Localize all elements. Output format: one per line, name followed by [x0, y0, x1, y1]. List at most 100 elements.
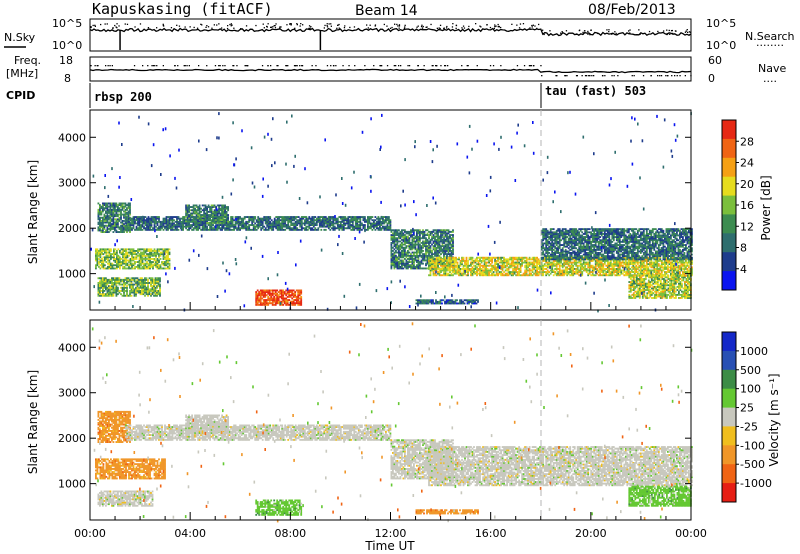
range-cell	[122, 259, 124, 262]
range-cell	[165, 254, 168, 257]
range-cell	[117, 264, 120, 267]
range-cell	[480, 269, 483, 272]
range-cell	[306, 219, 309, 222]
range-cell	[473, 261, 475, 264]
range-cell	[99, 291, 101, 294]
range-cell	[173, 224, 175, 226]
range-cell	[392, 256, 394, 259]
noise-search-dot	[193, 26, 195, 29]
range-cell	[218, 206, 220, 208]
range-cell	[106, 202, 109, 205]
noise-search-dot	[561, 31, 563, 33]
range-cell	[113, 254, 115, 257]
range-cell	[125, 217, 127, 220]
range-cell	[143, 222, 145, 225]
range-cell	[512, 268, 514, 270]
range-cell	[575, 264, 578, 267]
range-cell	[111, 204, 113, 206]
noise-search-dot	[112, 27, 114, 29]
noise-search-dot	[323, 27, 325, 29]
range-cell	[108, 254, 111, 257]
range-cell	[144, 251, 147, 254]
noise-search-dot	[455, 27, 457, 29]
range-cell	[437, 272, 439, 275]
range-cell	[395, 245, 397, 248]
range-cell	[111, 265, 114, 268]
noise-sky-trace	[89, 27, 692, 50]
range-cell	[251, 219, 254, 222]
range-cell	[137, 220, 139, 223]
range-cell	[482, 264, 484, 267]
range-cell	[102, 277, 104, 280]
range-cell	[572, 264, 575, 267]
range-cell	[404, 235, 406, 238]
range-cell	[254, 227, 257, 230]
range-cell	[156, 267, 159, 270]
range-cell	[356, 228, 359, 231]
range-cell	[452, 230, 454, 233]
range-cell	[569, 260, 572, 262]
range-cell	[239, 217, 241, 220]
nave-dot	[679, 75, 681, 77]
range-cell	[388, 222, 390, 225]
range-cell	[379, 220, 381, 223]
range-cell	[144, 250, 147, 252]
range-cell	[115, 291, 118, 294]
range-cell	[225, 217, 228, 220]
nave-dot	[613, 75, 615, 77]
range-cell	[120, 224, 122, 227]
range-cell	[108, 290, 110, 292]
range-cell	[389, 222, 392, 225]
range-cell	[434, 237, 436, 240]
range-cell	[594, 266, 597, 269]
range-cell	[582, 260, 585, 262]
range-cell	[390, 245, 393, 248]
range-cell	[126, 294, 128, 297]
range-cell	[122, 261, 124, 263]
range-cell	[398, 253, 400, 256]
range-cell	[396, 258, 399, 260]
range-cell	[108, 218, 110, 221]
range-cell	[452, 240, 454, 243]
range-cell	[390, 251, 393, 254]
range-cell	[450, 263, 453, 266]
range-cell	[408, 234, 411, 236]
range-cell	[362, 219, 365, 222]
range-cell	[314, 224, 317, 226]
range-cell	[242, 219, 245, 222]
range-cell	[129, 225, 132, 228]
range-cell	[450, 234, 453, 236]
range-cell	[446, 232, 448, 235]
range-cell	[197, 212, 199, 215]
range-cell	[147, 267, 150, 270]
range-cell	[450, 274, 453, 277]
range-cell	[132, 283, 134, 286]
range-cell	[140, 262, 142, 265]
range-cell	[308, 222, 311, 225]
range-cell	[410, 256, 412, 259]
range-cell	[350, 216, 353, 218]
range-cell	[138, 225, 141, 228]
range-cell	[155, 259, 157, 262]
range-cell	[411, 242, 414, 244]
range-cell	[353, 225, 356, 228]
nave-dot	[417, 65, 419, 67]
range-cell	[210, 225, 213, 228]
range-cell	[115, 293, 118, 296]
range-cell	[513, 268, 516, 270]
range-cell	[357, 220, 360, 223]
range-cell	[195, 204, 198, 207]
range-cell	[120, 248, 123, 251]
range-cell	[134, 262, 136, 265]
range-cell	[123, 207, 125, 210]
range-cell	[281, 222, 284, 225]
range-cell	[429, 238, 432, 241]
range-cell	[213, 217, 216, 220]
range-cell	[584, 266, 587, 269]
range-cell	[396, 237, 399, 240]
range-cell	[194, 225, 196, 228]
range-cell	[125, 225, 127, 228]
nave-dot	[379, 65, 381, 67]
range-cell	[135, 282, 137, 284]
range-cell	[97, 293, 100, 296]
